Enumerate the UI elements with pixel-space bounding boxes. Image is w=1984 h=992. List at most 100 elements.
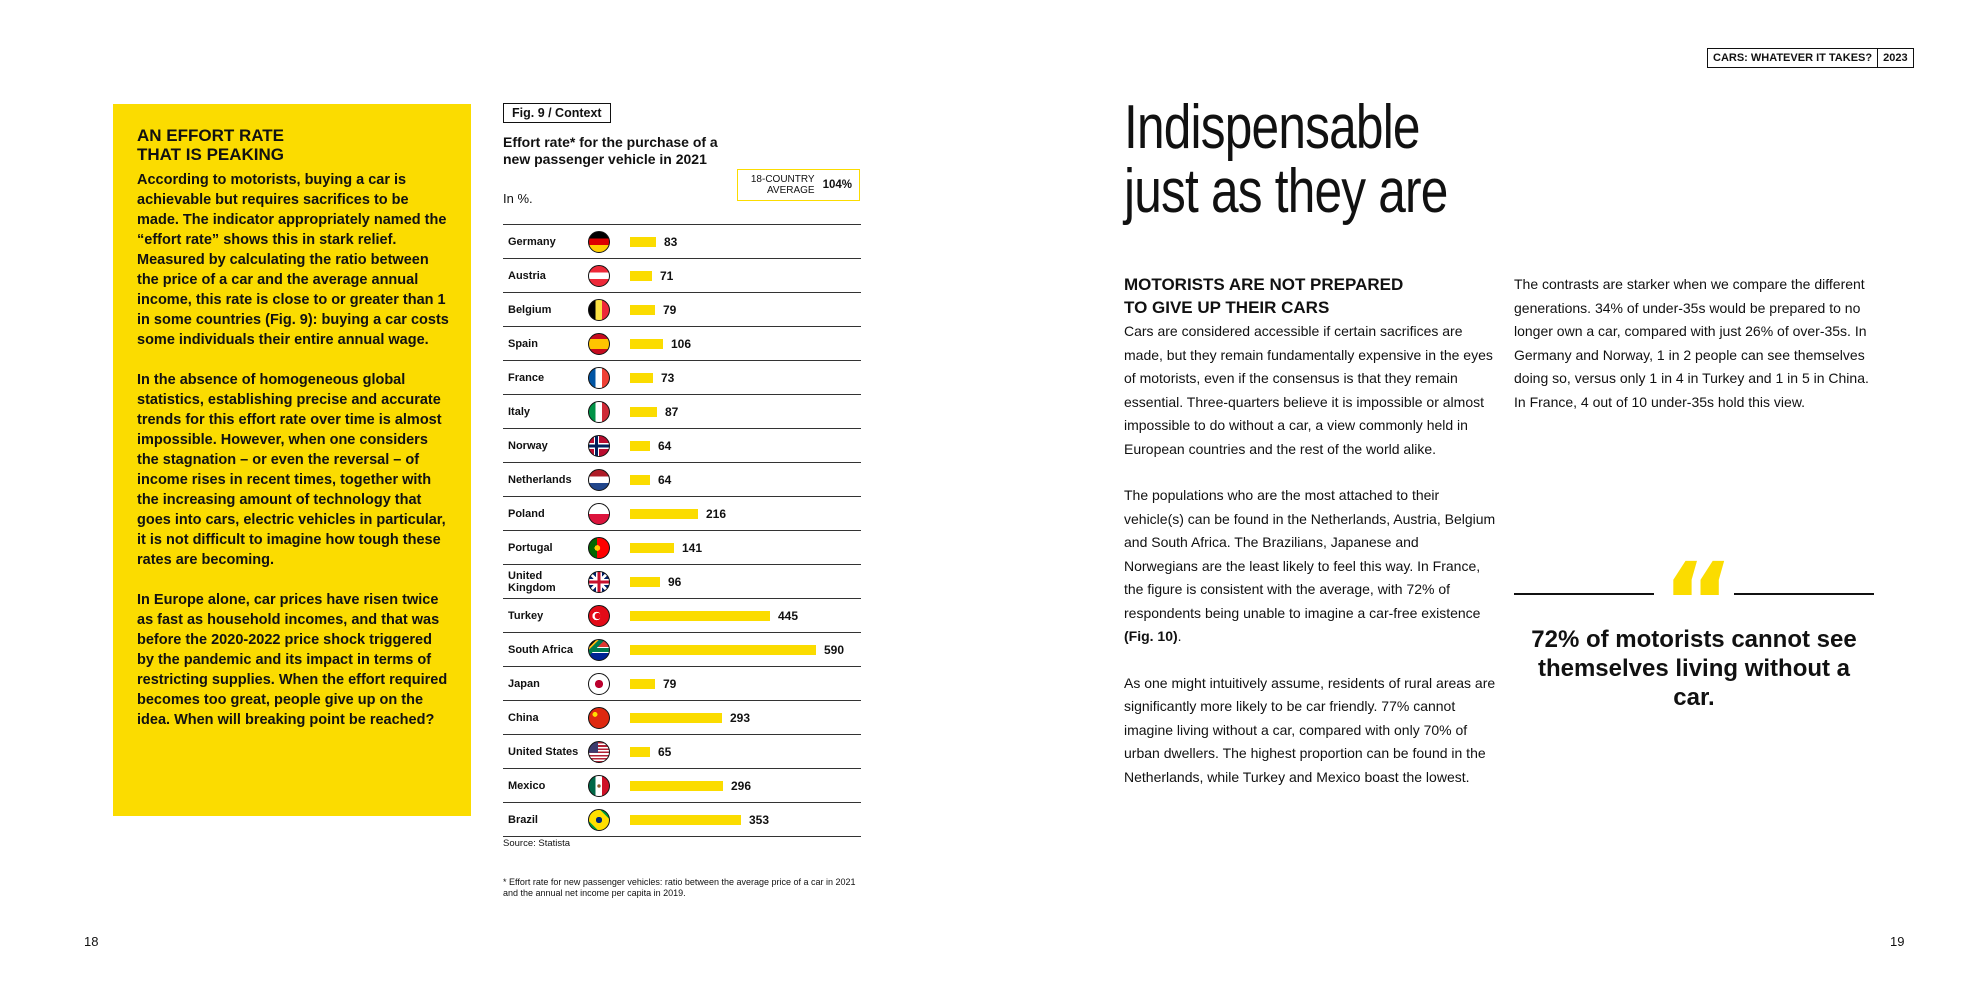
chart-bar (630, 576, 660, 587)
chart-bar (630, 712, 722, 723)
bar-value-label: 216 (706, 506, 727, 521)
chart-row: South Africa 590 (503, 632, 861, 666)
chart-row: Spain 106 (503, 326, 861, 360)
country-label: China (508, 711, 539, 724)
chart-row: Italy 87 (503, 394, 861, 428)
bar-value-label: 353 (749, 812, 770, 827)
bar-value-label: 83 (664, 234, 678, 249)
average-label-line2: AVERAGE (766, 185, 815, 196)
subtitle-line2: TO GIVE UP THEIR CARS (1124, 298, 1330, 317)
publication-title: CARS: WHATEVER IT TAKES? (1713, 52, 1873, 64)
flag-france-icon (588, 366, 610, 389)
flag-portugal-icon (588, 536, 610, 559)
box-paragraph-1-end: : buying a car costs some individuals th… (137, 312, 449, 348)
country-label: Japan (508, 677, 540, 690)
bar-value-label: 71 (660, 268, 674, 283)
chart-row: Belgium 79 (503, 292, 861, 326)
bar-value-label: 96 (668, 574, 682, 589)
chart-bar (630, 610, 770, 621)
quote-rule-right (1734, 593, 1874, 595)
flag-south-africa-icon (588, 638, 610, 661)
body-column-1: Cars are considered accessible if certai… (1124, 320, 1496, 812)
chart-bar (630, 338, 663, 349)
page-headline: Indispensable just as they are (1124, 96, 1448, 224)
flag-belgium-icon (588, 298, 610, 321)
flag-austria-icon (588, 264, 610, 287)
bar-value-label: 64 (658, 472, 672, 487)
box-title: AN EFFORT RATE THAT IS PEAKING (137, 126, 451, 164)
box-paragraph-2: In the absence of homogeneous global sta… (137, 372, 446, 568)
flag-uk-icon (588, 570, 610, 593)
pull-quote: 72% of motorists cannot see themselves l… (1531, 626, 1857, 711)
chart-row: Portugal 141 (503, 530, 861, 564)
col1-paragraph-2: The populations who are the most attache… (1124, 484, 1496, 649)
country-label: Brazil (508, 813, 538, 826)
bar-value-label: 445 (778, 608, 799, 623)
average-value: 104% (822, 179, 852, 191)
flag-china-icon (588, 706, 610, 729)
flag-norway-icon (588, 434, 610, 457)
figure-source: Source: Statista (503, 838, 571, 849)
chart-bar (630, 304, 655, 315)
bar-value-label: 106 (671, 336, 692, 351)
figure-unit: In %. (503, 191, 533, 206)
chart-row: Turkey 445 (503, 598, 861, 632)
average-label: 18-COUNTRY AVERAGE (751, 174, 815, 196)
chart-bar (630, 474, 650, 485)
chart-bar (630, 406, 657, 417)
effort-rate-box: AN EFFORT RATE THAT IS PEAKING According… (113, 104, 471, 816)
page-number-right: 19 (1890, 934, 1905, 949)
country-label: United States (508, 745, 579, 758)
col1-paragraph-3: As one might intuitively assume, residen… (1124, 674, 1496, 785)
country-label: Turkey (508, 609, 544, 622)
flag-italy-icon (588, 400, 610, 423)
chart-bar (630, 542, 674, 553)
col2-paragraph-1: The contrasts are starker when we compar… (1514, 276, 1869, 410)
chart-bar (630, 678, 655, 689)
bar-value-label: 296 (731, 778, 752, 793)
country-label: Austria (508, 269, 546, 282)
flag-germany-icon (588, 230, 610, 253)
bar-value-label: 141 (682, 540, 703, 555)
flag-brazil-icon (588, 808, 610, 831)
chart-row: Poland 216 (503, 496, 861, 530)
headline-line2: just as they are (1124, 157, 1448, 226)
country-label: Netherlands (508, 473, 572, 486)
chart-bar (630, 270, 652, 281)
section-subtitle: MOTORISTS ARE NOT PREPARED TO GIVE UP TH… (1124, 273, 1403, 319)
chart-row: China 293 (503, 700, 861, 734)
country-label: Norway (508, 439, 548, 452)
chart-row: France 73 (503, 360, 861, 394)
chart-bar (630, 644, 816, 655)
quote-rule-left (1514, 593, 1654, 595)
bar-value-label: 65 (658, 744, 672, 759)
chart-bar (630, 236, 656, 247)
figure-title: Effort rate* for the purchase of a new p… (503, 134, 718, 167)
country-label: Mexico (508, 779, 546, 792)
country-label: France (508, 371, 545, 384)
bar-value-label: 79 (663, 302, 677, 317)
col1-paragraph-2-end: . (1177, 628, 1182, 644)
chart-row: Austria 71 (503, 258, 861, 292)
box-paragraph-3: In Europe alone, car prices have risen t… (137, 592, 448, 728)
average-box: 18-COUNTRY AVERAGE 104% (737, 169, 860, 201)
subtitle-line1: MOTORISTS ARE NOT PREPARED (1124, 275, 1404, 294)
chart-row: Germany 83 (503, 224, 861, 258)
effort-rate-chart: Germany 83 Austria 71 Belgium 79 Spain 106 Franc… (503, 224, 861, 837)
chart-bar (630, 508, 698, 519)
chart-row: Norway 64 (503, 428, 861, 462)
figure-footnote: * Effort rate for new passenger vehicles… (503, 877, 856, 898)
col1-paragraph-2-text: The populations who are the most attache… (1124, 487, 1496, 621)
bar-value-label: 590 (824, 642, 845, 657)
flag-us-icon (588, 740, 610, 763)
chart-bar (630, 814, 741, 825)
page-number-left: 18 (84, 934, 99, 949)
col1-paragraph-1: Cars are considered accessible if certai… (1124, 323, 1493, 457)
chart-row: Netherlands 64 (503, 462, 861, 496)
flag-mexico-icon (588, 774, 610, 797)
chart-row: United Kingdom 96 (503, 564, 861, 598)
chart-row: Japan 79 (503, 666, 861, 700)
country-label: Belgium (508, 303, 552, 316)
bar-value-label: 293 (730, 710, 751, 725)
country-label: Poland (508, 507, 545, 520)
